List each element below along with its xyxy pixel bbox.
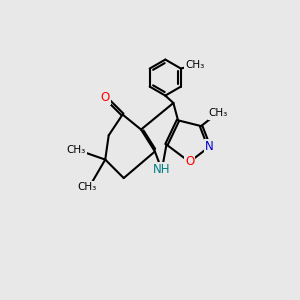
Text: NH: NH xyxy=(153,164,171,176)
Text: CH₃: CH₃ xyxy=(185,60,204,70)
Text: CH₃: CH₃ xyxy=(209,108,228,118)
Text: O: O xyxy=(185,155,194,168)
Text: N: N xyxy=(205,140,214,153)
Text: CH₃: CH₃ xyxy=(77,182,96,192)
Text: O: O xyxy=(100,91,110,104)
Text: CH₃: CH₃ xyxy=(67,145,86,155)
